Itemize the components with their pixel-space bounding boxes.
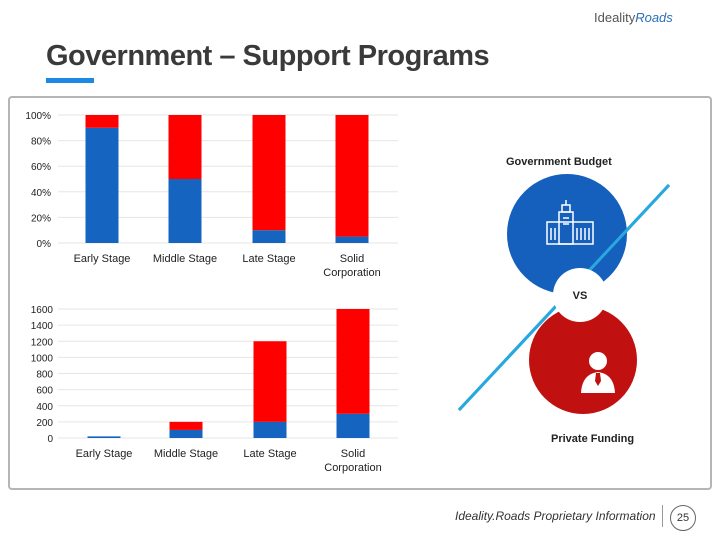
x-category-label: Solid [341, 448, 365, 460]
y-tick-label: 400 [36, 402, 53, 413]
bar-segment [87, 436, 121, 438]
private-circle [529, 306, 637, 414]
x-category-label: Corporation [323, 267, 380, 279]
bar-segment [252, 230, 286, 243]
bar-segment [85, 115, 119, 128]
bar-segment [169, 429, 203, 438]
y-tick-label: 800 [36, 370, 53, 381]
logo-text-ideality: Ideality [594, 10, 636, 25]
y-tick-label: 40% [31, 188, 51, 199]
y-tick-label: 1600 [31, 305, 54, 316]
bar-segment [253, 341, 287, 422]
x-category-label: Late Stage [243, 448, 296, 460]
x-category-label: Solid [340, 253, 364, 265]
bar-segment [168, 179, 202, 243]
logo-text-roads: Roads [635, 10, 673, 25]
vs-text: VS [573, 290, 588, 302]
y-tick-label: 80% [31, 137, 51, 148]
bar-segment [336, 309, 370, 414]
footer-divider [662, 505, 663, 527]
y-tick-label: 20% [31, 213, 51, 224]
x-category-label: Corporation [324, 462, 381, 474]
x-category-label: Middle Stage [153, 253, 217, 265]
x-category-label: Late Stage [242, 253, 295, 265]
bar-segment [169, 421, 203, 430]
government-budget-label: Government Budget [506, 156, 612, 168]
bar-segment [252, 115, 286, 231]
bar-segment [335, 236, 369, 243]
y-tick-label: 0 [47, 434, 53, 445]
government-building-icon [546, 200, 594, 245]
bar-segment [253, 421, 287, 438]
content-panel [8, 96, 712, 490]
y-tick-label: 600 [36, 386, 53, 397]
y-tick-label: 200 [36, 418, 53, 429]
x-category-label: Early Stage [76, 448, 133, 460]
y-tick-label: 60% [31, 162, 51, 173]
y-tick-label: 1000 [31, 353, 54, 364]
company-logo: IdealityRoads [594, 10, 694, 32]
y-tick-label: 100% [25, 111, 51, 122]
bar-segment [336, 413, 370, 438]
y-tick-label: 0% [37, 239, 52, 250]
x-category-label: Middle Stage [154, 448, 218, 460]
title-underline [46, 78, 94, 83]
vs-badge [553, 268, 607, 322]
bar-segment [168, 115, 202, 179]
footer-text: Ideality.Roads Proprietary Information [455, 509, 656, 523]
bar-segment [335, 115, 369, 237]
page-title: Government – Support Programs [46, 40, 490, 72]
private-funding-label: Private Funding [551, 433, 635, 445]
y-tick-label: 1400 [31, 321, 54, 332]
bar-segment [85, 127, 119, 243]
y-tick-label: 1200 [31, 337, 54, 348]
businessman-icon [581, 352, 615, 393]
x-category-label: Early Stage [74, 253, 131, 265]
page-number: 25 [670, 505, 696, 531]
